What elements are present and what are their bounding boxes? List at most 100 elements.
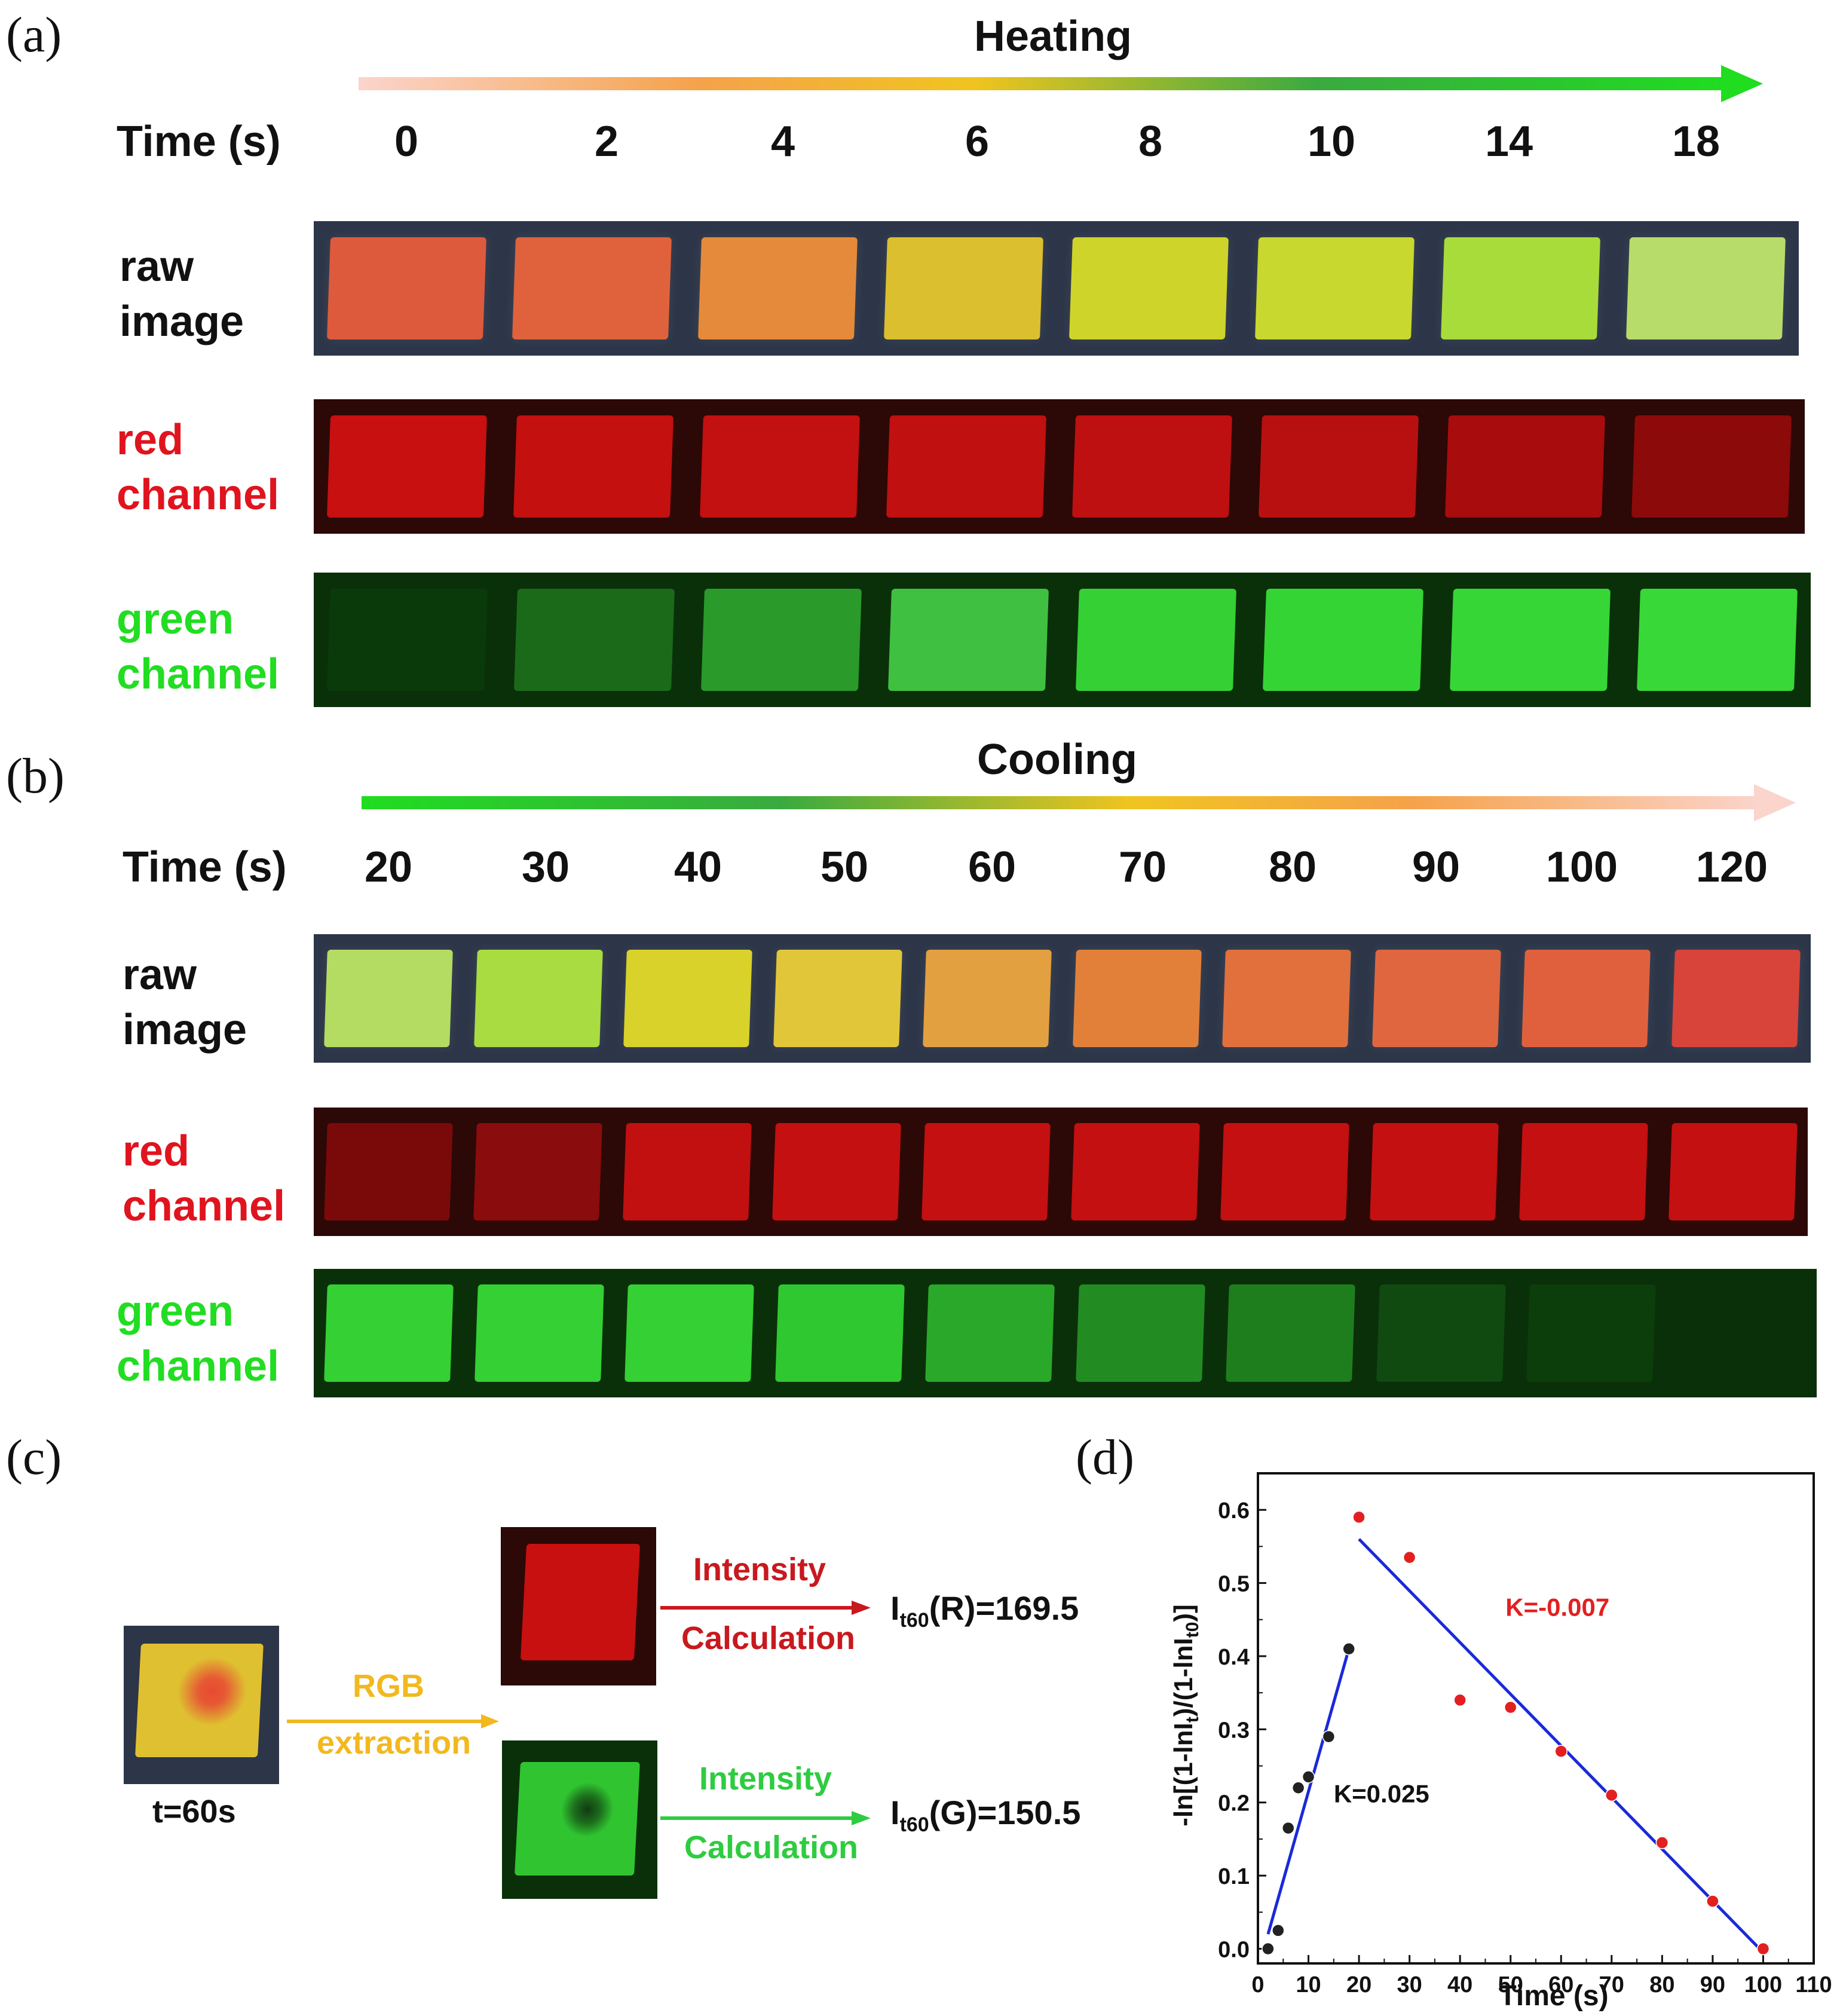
heating-red-tile: [699, 415, 860, 518]
cooling-red-tile: [1370, 1122, 1499, 1221]
y-tick-label: 0.4: [1218, 1645, 1250, 1670]
cooling-red-tile: [473, 1122, 602, 1221]
data-point: [1403, 1550, 1416, 1564]
heating-raw-label: raw image: [120, 243, 244, 345]
cooling-raw-tile: [1671, 949, 1801, 1048]
cooling-time-tick: 60: [968, 843, 1017, 891]
heating-raw-tile: [698, 237, 858, 339]
heating-green-tile: [1449, 589, 1611, 691]
x-tick-label: 40: [1447, 1972, 1472, 1997]
heating-time-tick: 14: [1484, 118, 1533, 166]
cooling-time-tick: 120: [1695, 843, 1768, 891]
green-channel-image: [502, 1740, 657, 1899]
cooling-raw-tile: [473, 949, 603, 1048]
cooling-time-tick: 100: [1545, 843, 1618, 891]
cooling-red-tile: [1668, 1122, 1798, 1221]
svg-text:-ln[(1-lnIt)/(1-lnIt0)]: -ln[(1-lnIt)/(1-lnIt0)]: [1169, 1604, 1202, 1827]
cooling-raw-tile: [923, 949, 1052, 1048]
green-intensity-label: Intensity: [699, 1761, 832, 1797]
cooling-raw-tile: [1222, 949, 1352, 1048]
heating-time-tick: 6: [965, 118, 990, 166]
data-point: [1291, 1781, 1305, 1795]
data-point: [1655, 1836, 1669, 1849]
cooling-raw-label: raw image: [123, 951, 247, 1054]
data-point: [1453, 1693, 1467, 1707]
red-channel-image: [501, 1527, 656, 1685]
heating-raw-tile: [1254, 237, 1415, 339]
x-tick-label: 70: [1599, 1972, 1624, 1997]
cooling-green-tile: [324, 1284, 454, 1382]
data-point: [1605, 1788, 1618, 1802]
red-calc-arrow: [660, 1601, 871, 1615]
heating-time-tick: 4: [770, 118, 795, 166]
x-tick-label: 10: [1296, 1972, 1321, 1997]
x-tick-label: 60: [1548, 1972, 1573, 1997]
y-tick-label: 0.1: [1218, 1864, 1250, 1889]
cooling-green-tile: [1075, 1284, 1205, 1382]
cooling-red-strip: [314, 1108, 1808, 1236]
heating-raw-tile: [1440, 237, 1600, 339]
heating-raw-tile: [1069, 237, 1229, 339]
panel-d-label: (d): [1076, 1430, 1134, 1485]
cooling-time-label: Time (s): [123, 843, 287, 891]
data-point: [1281, 1821, 1295, 1835]
fit-line-1: [1266, 1648, 1351, 1935]
heating-green-tile: [327, 589, 488, 691]
heating-green-label: green channel: [117, 595, 280, 698]
heating-time-tick: 18: [1671, 118, 1720, 166]
cooling-green-tile: [1526, 1284, 1657, 1382]
heating-red-label: red channel: [117, 416, 280, 519]
red-calculation-label: Calculation: [681, 1620, 856, 1656]
heating-green-tile: [1075, 589, 1236, 691]
data-point: [1342, 1642, 1355, 1656]
cooling-raw-tile: [1072, 949, 1202, 1048]
cooling-raw-tile: [1371, 949, 1501, 1048]
heating-raw-strip: [314, 221, 1799, 356]
cooling-green-tile: [1676, 1284, 1807, 1382]
heating-red-tile: [1259, 415, 1419, 518]
heating-green-strip: [314, 573, 1811, 707]
cooling-red-tile: [772, 1122, 901, 1221]
x-axis-label: Time (s): [1499, 1980, 1608, 2012]
green-calc-arrow: [660, 1811, 871, 1825]
fit-annotation-2: K=-0.007: [1505, 1593, 1609, 1622]
cooling-red-tile: [324, 1122, 453, 1221]
cooling-red-tile: [1220, 1122, 1349, 1221]
data-point: [1554, 1745, 1568, 1758]
red-intensity-label: Intensity: [693, 1552, 826, 1587]
green-calculation-label: Calculation: [684, 1830, 859, 1865]
cooling-green-tile: [1376, 1284, 1506, 1382]
heating-time-tick: 10: [1307, 118, 1356, 166]
heating-red-strip: [314, 399, 1805, 534]
heating-time-label: Time (s): [117, 118, 281, 166]
cooling-red-tile: [1071, 1122, 1200, 1221]
data-point: [1262, 1942, 1275, 1956]
heating-green-tile: [1262, 589, 1423, 691]
panel-a-label: (a): [6, 7, 62, 63]
cooling-time-tick: 30: [521, 843, 570, 891]
cooling-red-tile: [623, 1122, 752, 1221]
x-tick-label: 0: [1251, 1972, 1264, 1997]
y-tick-label: 0.5: [1218, 1572, 1250, 1597]
y-tick-label: 0.3: [1218, 1718, 1250, 1743]
heating-red-tile: [513, 415, 673, 518]
cooling-time-tick: 80: [1268, 843, 1317, 891]
cooling-raw-strip: [314, 934, 1811, 1063]
y-tick-label: 0.0: [1218, 1938, 1250, 1963]
cooling-green-tile: [774, 1284, 905, 1382]
cooling-red-tile: [921, 1122, 1051, 1221]
x-tick-label: 110: [1795, 1972, 1832, 1997]
heating-red-tile: [1445, 415, 1606, 518]
cooling-time-tick: 50: [820, 843, 869, 891]
heating-red-tile: [886, 415, 1046, 518]
data-point: [1352, 1510, 1366, 1524]
heating-raw-tile: [1626, 237, 1786, 339]
data-point: [1272, 1924, 1285, 1937]
heating-red-tile: [1631, 415, 1792, 518]
data-point: [1302, 1770, 1315, 1783]
heating-time-tick: 0: [394, 118, 419, 166]
x-tick-label: 90: [1700, 1972, 1725, 1997]
cooling-green-tile: [474, 1284, 604, 1382]
heating-arrow: [359, 65, 1763, 102]
x-tick-label: 100: [1744, 1972, 1782, 1997]
